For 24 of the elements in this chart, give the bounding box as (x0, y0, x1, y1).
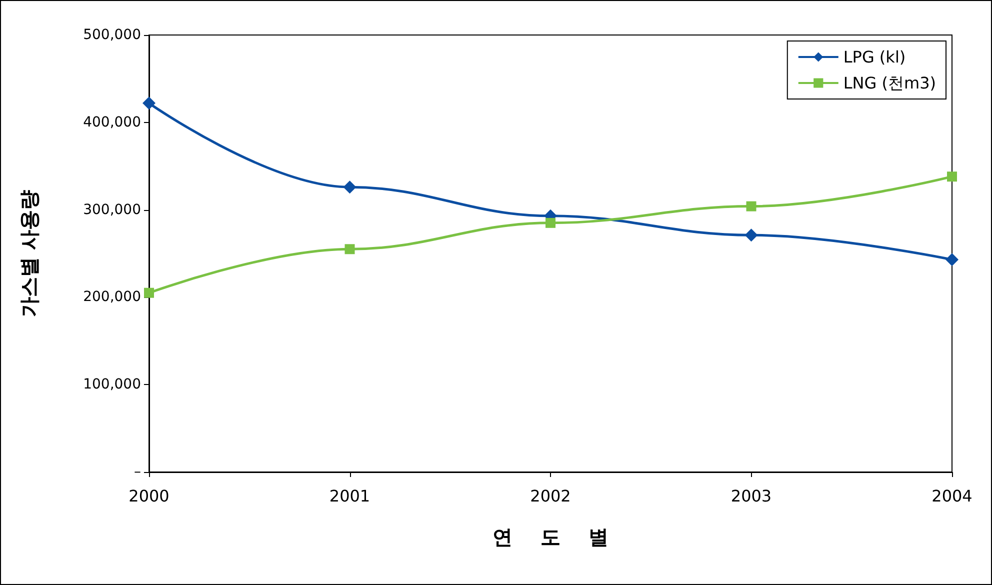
x-tick-label: 2004 (932, 486, 972, 506)
y-tick-label: 300,000 (83, 202, 141, 218)
y-tick-label: – (134, 464, 141, 480)
legend-label: LPG (kl) (843, 48, 906, 66)
y-tick-label: 100,000 (83, 376, 141, 393)
x-tick-label: 2002 (530, 486, 571, 506)
point (343, 180, 356, 194)
x-tick-label: 2001 (329, 486, 370, 506)
y-tick-label: 500,000 (83, 27, 141, 43)
x-tick-label: 2003 (730, 486, 772, 506)
point (746, 201, 756, 212)
point (144, 288, 154, 298)
x-tick-label: 2000 (128, 486, 170, 506)
y-axis-title: 가스별 사용량 (17, 190, 41, 317)
point (546, 218, 556, 228)
x-axis-title: 연 도 별 (492, 525, 608, 549)
point (947, 172, 957, 182)
point (744, 228, 758, 242)
y-tick-label: 200,000 (83, 289, 141, 306)
y-tick-label: 400,000 (83, 114, 141, 130)
point (946, 253, 958, 266)
point (142, 96, 156, 110)
legend-label: LNG (천m3) (843, 74, 936, 92)
point (344, 244, 355, 254)
